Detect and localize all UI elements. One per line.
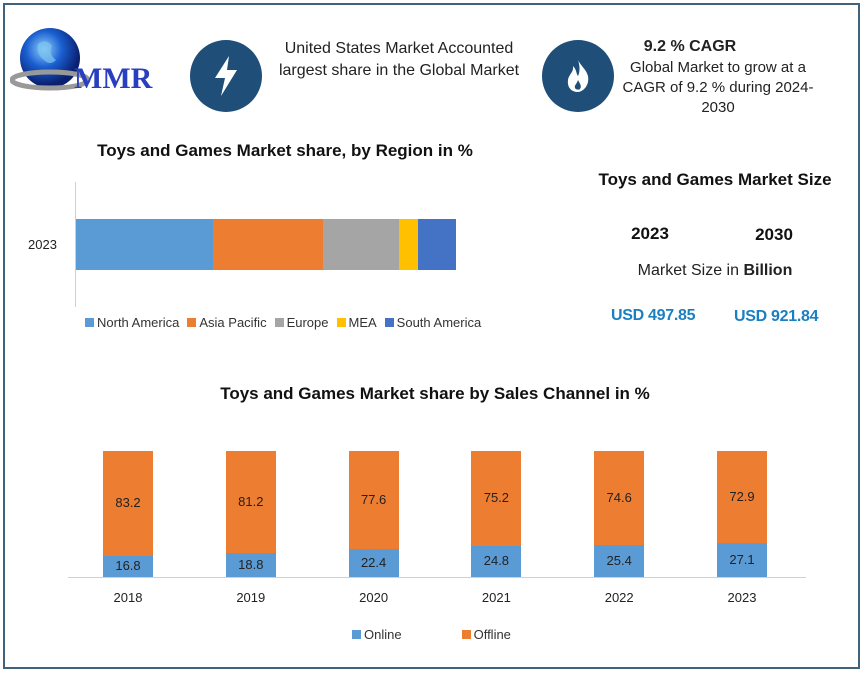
bar-offline-2022 — [594, 451, 645, 545]
legend-swatch — [274, 318, 284, 327]
legend-label: Europe — [286, 315, 329, 330]
market-size-unit: Market Size in Billion — [600, 262, 830, 280]
x-tick-label: 2020 — [359, 590, 389, 605]
legend-label: MEA — [348, 315, 377, 330]
channel-chart-title: Toys and Games Market share by Sales Cha… — [220, 384, 650, 403]
bar-offline-2021 — [471, 451, 522, 546]
globe-icon — [9, 28, 91, 91]
bar-online-2021 — [471, 545, 522, 577]
data-label: 72.9 — [729, 488, 755, 504]
region-segment-mea — [399, 219, 418, 270]
region-chart-title: Toys and Games Market share, by Region i… — [97, 141, 473, 160]
region-segment-north-america — [76, 219, 213, 270]
cagr-title: 9.2 % CAGR — [643, 38, 737, 55]
logo-text: MMR — [74, 62, 153, 95]
channel-legend: Online Offline — [352, 627, 511, 642]
bar-offline-2023 — [717, 451, 767, 543]
legend-label: South America — [396, 315, 482, 330]
region-y-axis — [75, 182, 76, 307]
legend-item: Europe — [274, 315, 329, 330]
year-2030: 2030 — [755, 225, 793, 244]
legend-item: Offline — [461, 627, 511, 642]
legend-label: North America — [97, 315, 180, 330]
legend-swatch — [85, 318, 94, 327]
x-tick-label: 2019 — [236, 590, 266, 605]
bar-offline-2018 — [103, 451, 153, 556]
market-size-title: Toys and Games Market Size — [598, 170, 832, 189]
flame-icon — [542, 40, 614, 112]
x-tick-label: 2023 — [727, 590, 757, 605]
data-label: 83.2 — [115, 495, 141, 511]
x-tick-label: 2018 — [113, 590, 143, 605]
x-tick-label: 2022 — [604, 590, 634, 605]
bar-online-2020 — [348, 548, 399, 577]
data-label: 81.2 — [238, 494, 264, 510]
region-segment-south-america — [418, 219, 456, 270]
unit-bold: Billion — [743, 262, 793, 279]
data-label: 27.1 — [729, 551, 755, 567]
region-segment-asia-pacific — [212, 219, 323, 270]
market-size-2030-value: USD 921.84 — [734, 308, 819, 325]
data-label: 25.4 — [606, 552, 632, 568]
cagr-text: Global Market to grow at a CAGR of 9.2 %… — [622, 59, 814, 116]
bar-online-2018 — [103, 555, 153, 577]
unit-prefix: Market Size in — [637, 262, 744, 279]
legend-label: Asia Pacific — [199, 315, 267, 330]
legend-item: Online — [352, 627, 402, 642]
us-market-text: United States Market Accounted largest s… — [278, 40, 520, 79]
data-label: 16.8 — [115, 558, 141, 574]
bar-online-2023 — [717, 542, 767, 577]
legend-swatch — [336, 318, 346, 327]
legend-swatch — [461, 630, 471, 639]
bar-offline-2020 — [348, 451, 399, 549]
legend-item: MEA — [336, 315, 377, 330]
lightning-bolt-icon — [190, 40, 262, 112]
data-label: 77.6 — [360, 491, 387, 507]
infographic-frame — [3, 3, 860, 669]
year-2023: 2023 — [631, 224, 669, 243]
data-label: 18.8 — [238, 557, 264, 573]
data-label: 75.2 — [483, 490, 510, 506]
region-segment-europe — [323, 219, 399, 270]
legend-swatch — [187, 318, 197, 327]
legend-swatch — [352, 630, 361, 639]
bar-online-2019 — [225, 553, 276, 577]
legend-swatch — [384, 318, 394, 327]
legend-label: Offline — [473, 627, 511, 642]
region-legend: North America Asia Pacific Europe MEA South … — [85, 315, 481, 330]
channel-x-axis — [68, 577, 806, 578]
market-size-2023-value: USD 497.85 — [611, 307, 696, 324]
legend-item: Asia Pacific — [187, 315, 267, 330]
data-label: 74.6 — [606, 489, 632, 505]
bar-online-2022 — [594, 544, 645, 577]
mmr-logo: MMR — [9, 22, 170, 102]
bar-offline-2019 — [225, 451, 276, 554]
legend-label: Online — [364, 627, 402, 642]
data-label: 22.4 — [360, 554, 387, 570]
region-category-label: 2023 — [28, 237, 57, 252]
legend-item: North America — [85, 315, 179, 330]
data-label: 24.8 — [483, 553, 510, 569]
legend-item: South America — [384, 315, 482, 330]
x-tick-label: 2021 — [481, 590, 511, 605]
